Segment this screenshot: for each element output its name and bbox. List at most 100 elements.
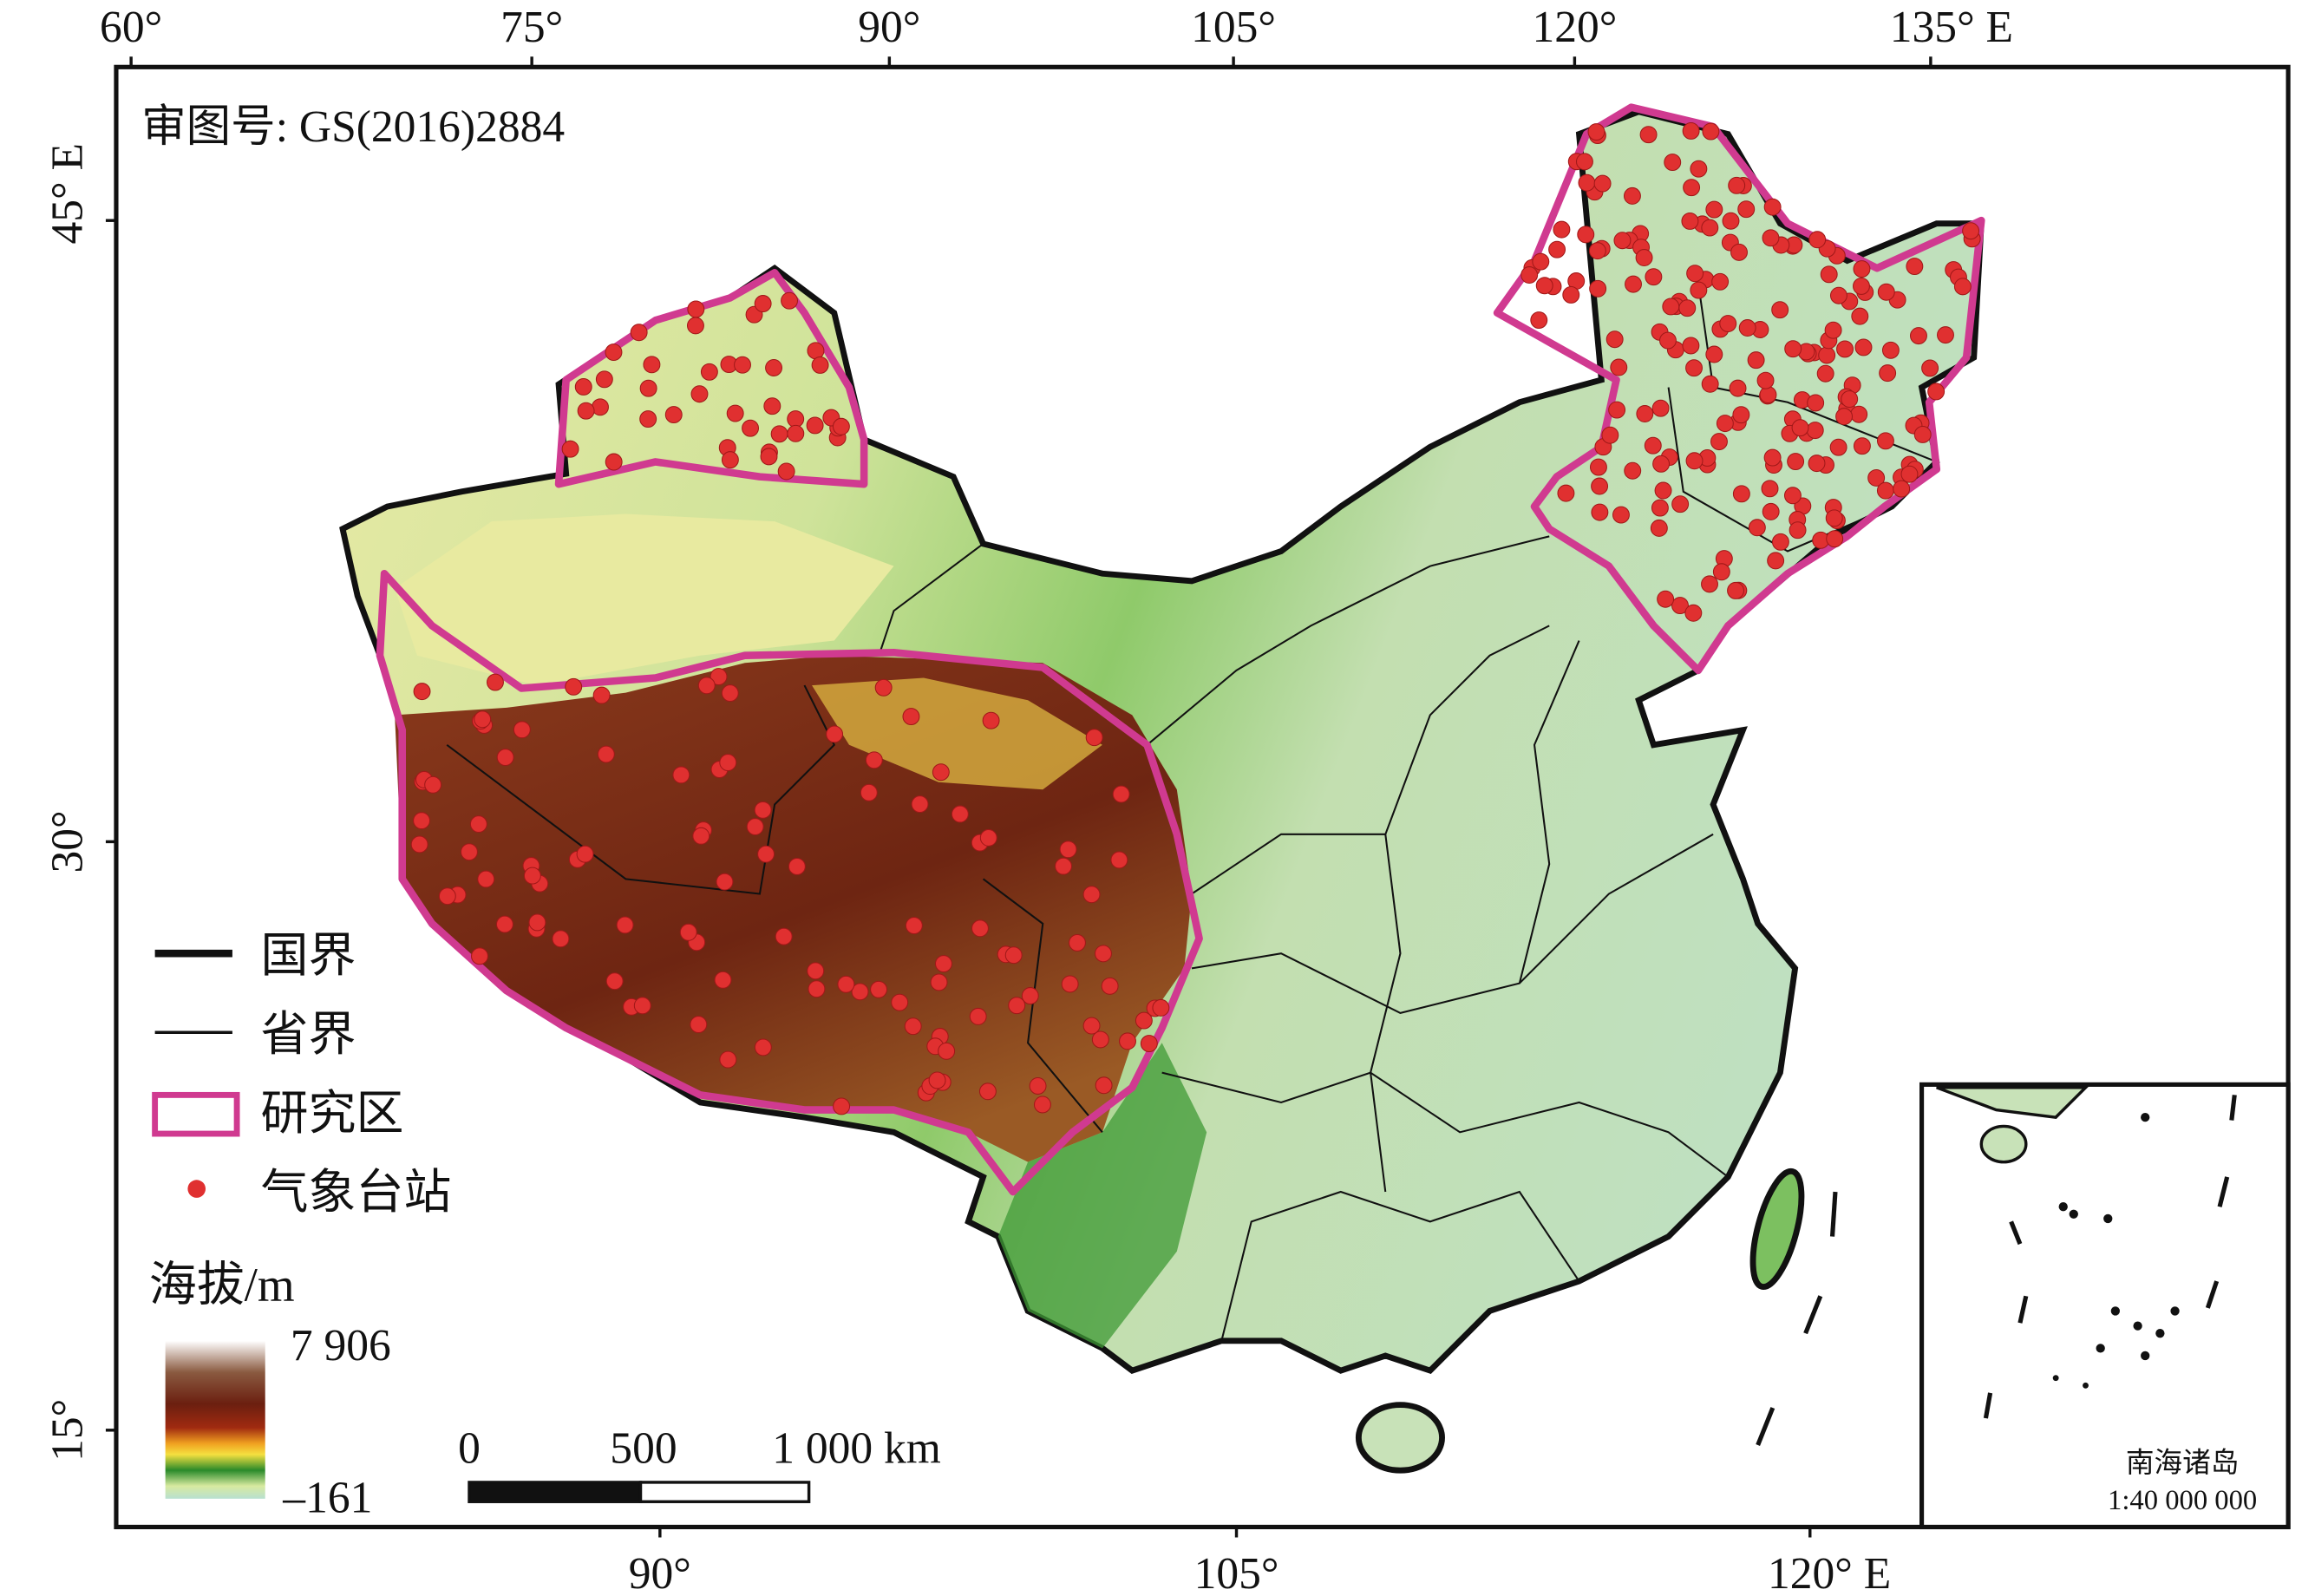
station-point — [781, 291, 799, 310]
mountain-area — [997, 1043, 1207, 1349]
station-point — [1962, 222, 1980, 240]
station-point — [934, 955, 952, 973]
elevation-ramp — [165, 1340, 265, 1499]
scale-segment — [468, 1481, 643, 1503]
province-border — [1667, 387, 1893, 553]
province-border — [878, 543, 984, 657]
elevation-legend: 海拔/m 7 906 –161 — [149, 1258, 391, 1522]
station-point — [1119, 1032, 1136, 1050]
station-point — [1771, 301, 1789, 319]
station-point — [1152, 998, 1170, 1017]
station-point — [837, 975, 855, 993]
station-point — [932, 763, 950, 782]
station-point — [700, 363, 718, 381]
station-point — [719, 1050, 737, 1069]
station-point — [616, 916, 634, 934]
station-point — [1553, 220, 1571, 239]
station-point — [734, 356, 751, 374]
station-point — [413, 812, 431, 830]
station-point — [754, 1038, 772, 1056]
province-borders — [446, 283, 1938, 1342]
station-point — [1645, 268, 1663, 286]
station-point — [1587, 123, 1605, 141]
station-point — [951, 805, 969, 823]
station-point — [639, 410, 657, 428]
station-point — [1651, 499, 1669, 517]
station-point — [592, 686, 611, 704]
elevation-min: –161 — [282, 1473, 372, 1522]
station-point — [605, 453, 623, 471]
station-point — [1530, 311, 1548, 329]
station-point — [969, 1007, 987, 1025]
station-point — [605, 972, 624, 991]
station-point — [686, 317, 704, 335]
legend-label: 省界 — [261, 1008, 356, 1061]
top-axis: 60° 75° 90° 105° 120° 135° E — [100, 3, 2013, 52]
station-point — [1671, 597, 1689, 614]
station-point — [690, 385, 709, 403]
station-point — [1728, 176, 1746, 194]
axis-label: 45° E — [43, 143, 92, 244]
station-point — [1548, 240, 1566, 258]
station-point — [754, 295, 772, 312]
station-point — [1732, 406, 1750, 424]
station-point — [1879, 364, 1897, 383]
station-point — [1732, 485, 1750, 503]
station-point — [1820, 265, 1838, 284]
station-point — [1662, 298, 1680, 316]
axis-ticks — [105, 56, 1932, 1538]
station-point — [808, 980, 826, 998]
station-point — [1876, 481, 1894, 500]
station-point — [1719, 315, 1737, 333]
axis-label: 105° — [1194, 1549, 1279, 1596]
station-point — [1664, 154, 1682, 172]
inset-dashes — [1756, 1095, 2237, 1446]
station-point — [643, 356, 661, 374]
study-area-outline — [376, 569, 1203, 1196]
inset-map: 南海诸岛 1:40 000 000 — [1756, 1082, 2291, 1530]
station-point — [1059, 841, 1077, 859]
station-point — [928, 1071, 946, 1089]
station-point — [891, 993, 909, 1011]
station-point — [1854, 338, 1873, 356]
station-point — [1623, 186, 1641, 205]
station-point — [592, 398, 609, 416]
station-point — [1808, 455, 1826, 473]
station-point — [1578, 173, 1596, 192]
station-point — [1853, 277, 1870, 295]
station-point — [1682, 337, 1700, 355]
station-point — [1727, 581, 1745, 599]
axis-label: 105° — [1191, 3, 1276, 52]
station-point — [513, 721, 531, 739]
station-point — [690, 1016, 708, 1034]
legend-symbol — [187, 1180, 206, 1198]
station-point — [552, 930, 570, 948]
axis-label: 90° — [629, 1549, 691, 1596]
station-point — [1069, 933, 1086, 952]
station-point — [1094, 945, 1112, 963]
station-point — [1671, 495, 1690, 513]
station-point — [1756, 371, 1775, 389]
station-point — [904, 1017, 922, 1036]
station-point — [1783, 487, 1802, 505]
station-point — [716, 873, 734, 891]
station-point — [1029, 1077, 1047, 1095]
station-point — [1913, 426, 1932, 443]
station-point — [1701, 375, 1719, 393]
legend-label: 气象台站 — [261, 1166, 452, 1219]
station-point — [1877, 283, 1895, 301]
station-point — [595, 370, 613, 389]
station-point — [597, 745, 615, 763]
station-point — [1061, 975, 1079, 993]
station-point — [469, 815, 487, 833]
station-point — [788, 857, 806, 875]
hainan-island — [1355, 1402, 1445, 1474]
station-point — [938, 1042, 956, 1060]
station-point — [1562, 286, 1580, 304]
bottom-axis: 90° 105° 120° E — [629, 1549, 1891, 1596]
station-point — [1893, 480, 1911, 498]
station-point — [1818, 346, 1836, 364]
station-point — [765, 359, 783, 376]
station-point — [1876, 432, 1894, 450]
station-point — [905, 917, 923, 934]
